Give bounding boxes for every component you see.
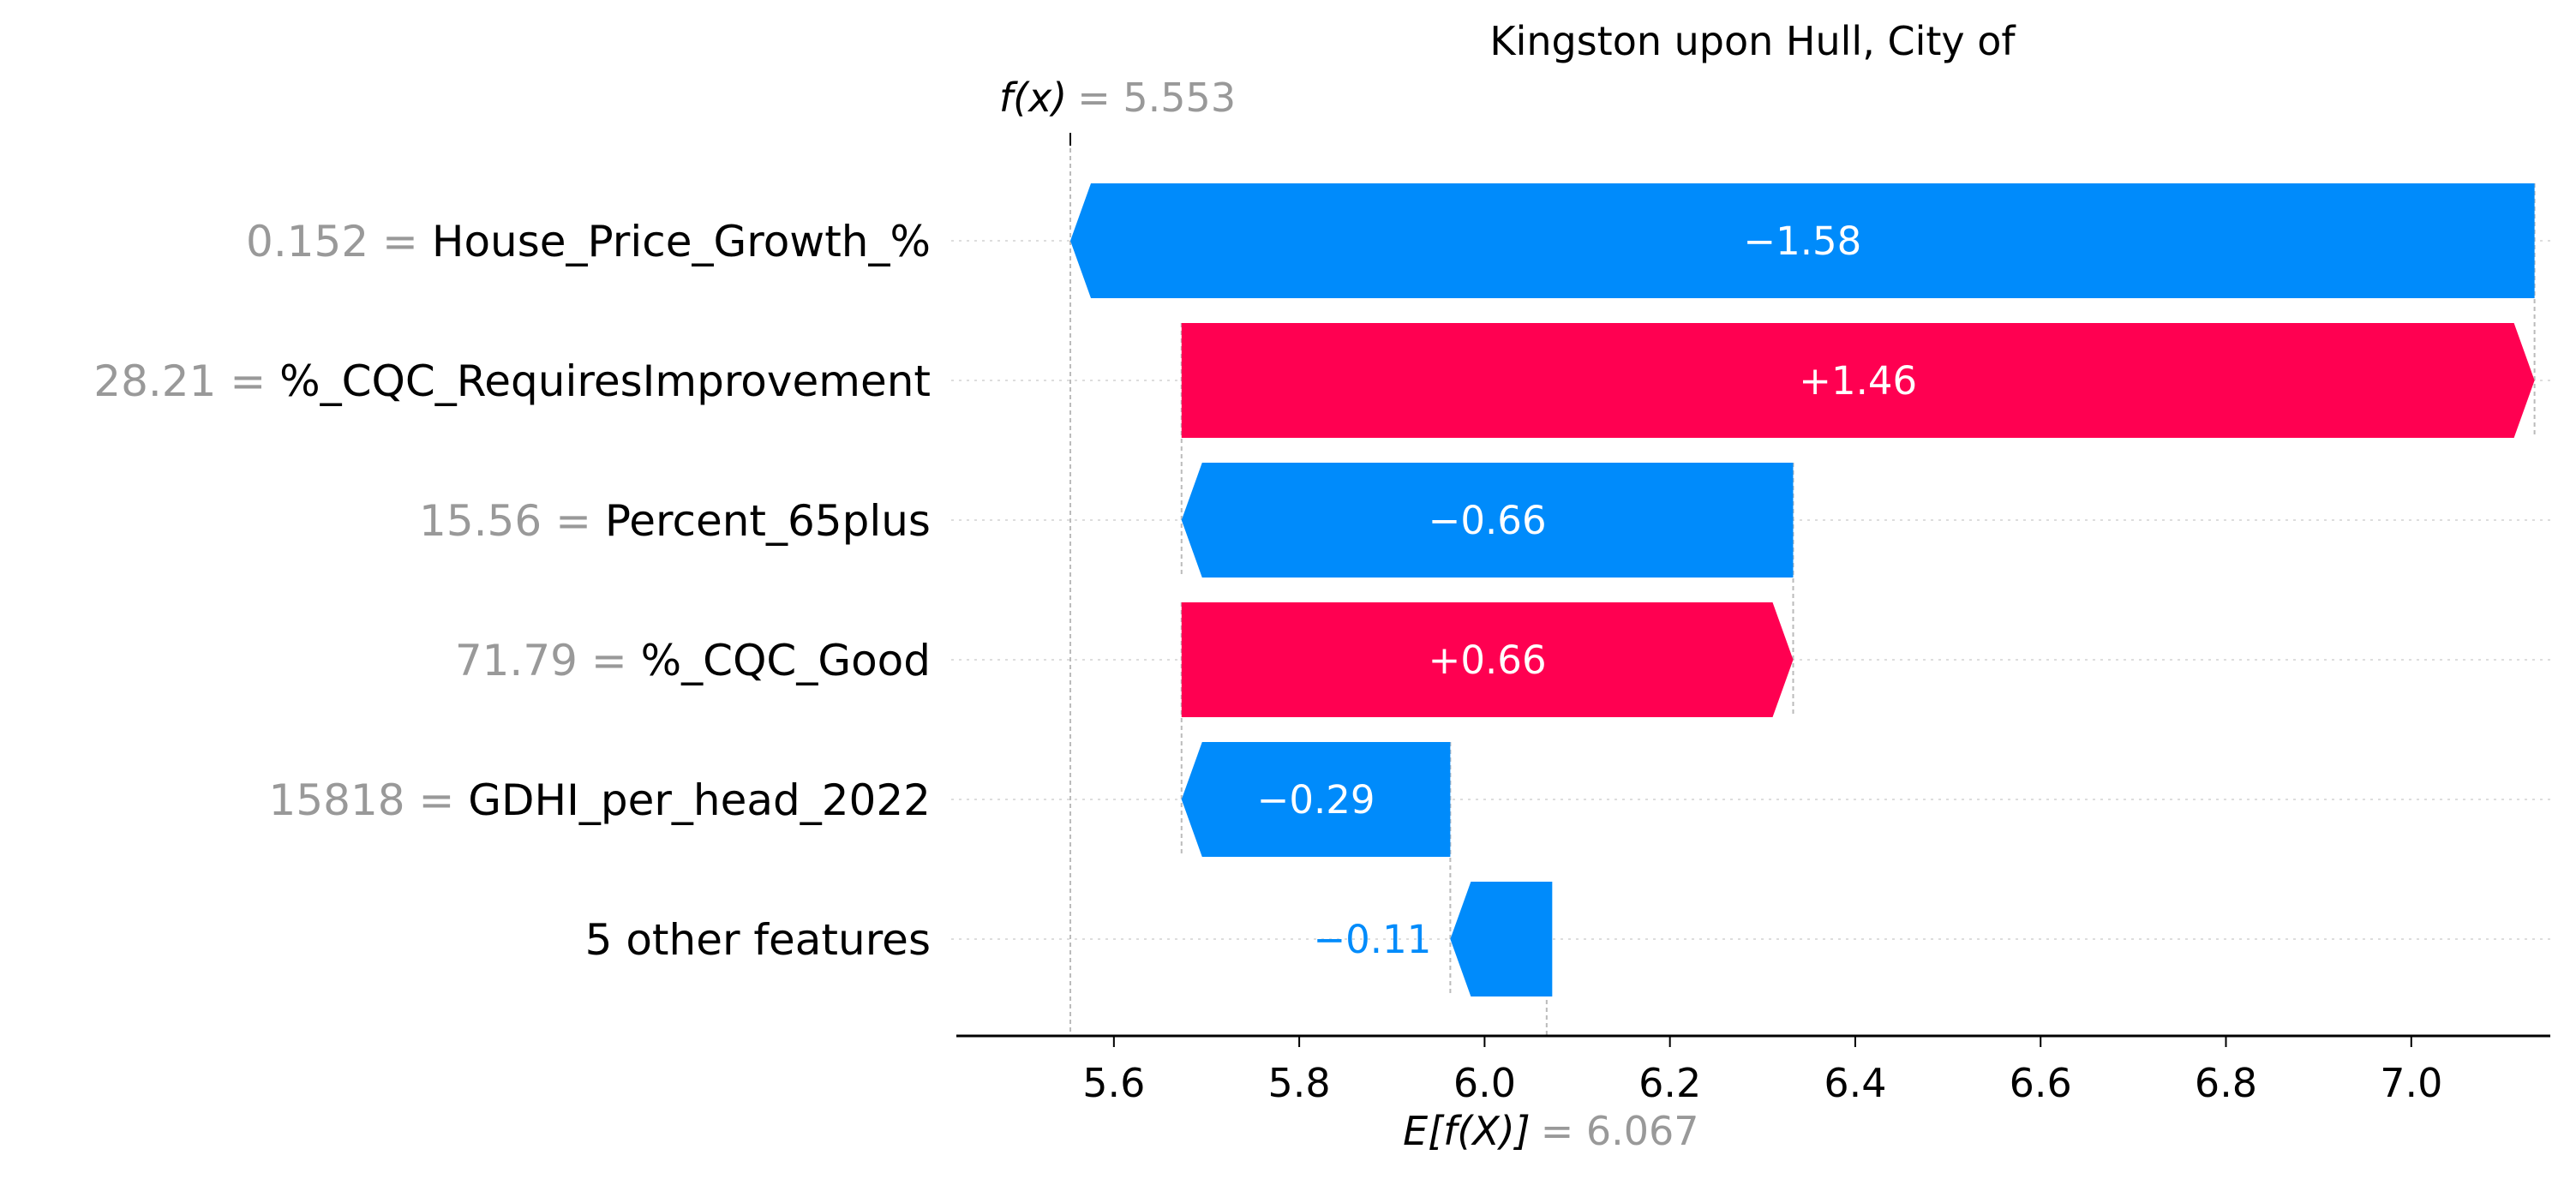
feature-label: 28.21 = %_CQC_RequiresImprovement xyxy=(93,356,931,406)
feature-label: 15.56 = Percent_65plus xyxy=(419,496,931,546)
base-annotation: E[f(X)] = 6.067 xyxy=(1403,1108,1698,1154)
feature-label: 0.152 = House_Price_Growth_% xyxy=(246,217,931,266)
feature-labels: −1.58 0.152 = House_Price_Growth_% +1.46 28… xyxy=(93,217,1917,965)
feature-name: %_CQC_RequiresImprovement xyxy=(279,356,931,406)
feature-value: 0.152 = xyxy=(246,217,432,266)
contribution-bar xyxy=(1181,323,2535,438)
feature-value: 71.79 = xyxy=(455,636,641,685)
base-value-label: E[f(X)] = 6.067 xyxy=(1403,1108,1698,1154)
bar-value-label: +0.66 xyxy=(1429,637,1547,683)
x-tick-label: 7.0 xyxy=(2380,1060,2442,1106)
contribution-bar xyxy=(1181,742,1451,857)
bar-value-label: −1.58 xyxy=(1743,218,1861,264)
bar-value-label: −0.11 xyxy=(1313,917,1431,962)
x-tick-label: 6.6 xyxy=(2010,1060,2072,1106)
bar-value-label: −0.66 xyxy=(1429,498,1547,543)
contribution-bar xyxy=(1181,602,1794,717)
x-tick-label: 6.2 xyxy=(1638,1060,1701,1106)
bar-value-label: −0.29 xyxy=(1257,777,1375,823)
feature-label: 15818 = GDHI_per_head_2022 xyxy=(269,775,931,825)
x-tick-label: 6.8 xyxy=(2195,1060,2257,1106)
feature-name: %_CQC_Good xyxy=(641,636,931,685)
feature-name: GDHI_per_head_2022 xyxy=(468,775,931,825)
feature-name: 5 other features xyxy=(585,915,931,965)
feature-value: 28.21 = xyxy=(93,356,279,406)
chart-title: Kingston upon Hull, City of xyxy=(1489,18,2016,64)
bars xyxy=(1070,183,2535,996)
feature-label: 5 other features xyxy=(585,915,931,965)
feature-value: 15.56 = xyxy=(419,496,605,546)
x-axis-ticks: 5.6 5.8 6.0 6.2 6.4 6.6 6.8 7.0 xyxy=(1082,1036,2442,1106)
x-tick-label: 5.8 xyxy=(1268,1060,1331,1106)
feature-value: 15818 = xyxy=(269,775,469,825)
x-tick-label: 6.0 xyxy=(1453,1060,1516,1106)
contribution-bar xyxy=(1450,882,1553,996)
feature-name: Percent_65plus xyxy=(605,496,931,546)
output-value-label: f(x) = 5.553 xyxy=(999,75,1236,121)
contribution-bar xyxy=(1181,463,1794,578)
contribution-bar xyxy=(1070,183,2535,298)
x-tick-label: 5.6 xyxy=(1082,1060,1145,1106)
output-annotation: f(x) = 5.553 xyxy=(999,75,1236,146)
feature-label: 71.79 = %_CQC_Good xyxy=(455,636,931,685)
x-tick-label: 6.4 xyxy=(1824,1060,1886,1106)
bar-value-label: +1.46 xyxy=(1799,358,1917,404)
feature-name: House_Price_Growth_% xyxy=(432,217,931,266)
x-axis: 5.6 5.8 6.0 6.2 6.4 6.6 6.8 7.0 xyxy=(956,1034,2550,1106)
